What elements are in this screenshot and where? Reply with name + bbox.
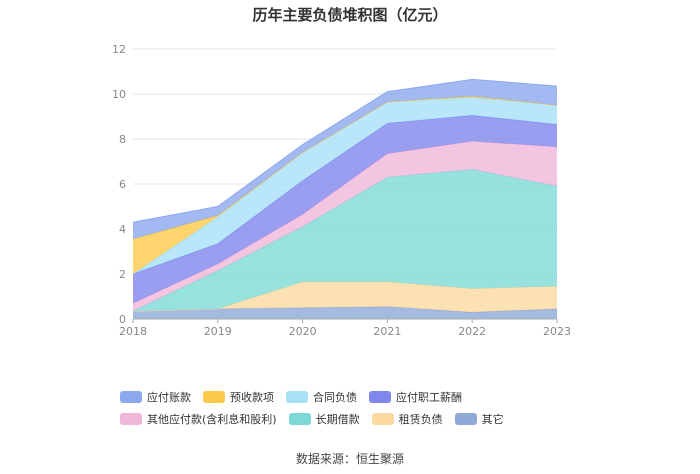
legend-item[interactable]: 租赁负债 — [371, 411, 443, 427]
legend-label: 合同负债 — [313, 391, 357, 404]
y-tick-label: 6 — [119, 178, 126, 191]
y-tick-label: 12 — [112, 43, 126, 56]
x-tick-label: 2018 — [119, 325, 147, 338]
x-tick-label: 2019 — [204, 325, 232, 338]
source-note: 数据来源：恒生聚源 — [295, 452, 404, 466]
legend-item[interactable]: 合同负债 — [286, 389, 357, 405]
legend-swatch — [120, 413, 142, 425]
legend-item[interactable]: 其他应付款(含利息和股利) — [120, 411, 277, 427]
legend-swatch — [371, 413, 394, 425]
x-tick-label: 2021 — [373, 325, 401, 338]
area-其他应付款(含利息和股利) — [133, 141, 557, 312]
legend-swatch — [454, 413, 477, 425]
x-tick-label: 2022 — [458, 325, 486, 338]
chart-title: 历年主要负债堆积图（亿元） — [252, 6, 448, 24]
legend-label: 其它 — [481, 413, 504, 426]
y-tick-label: 4 — [119, 223, 126, 236]
legend-label: 应付账款 — [147, 391, 191, 404]
legend-swatch — [288, 413, 311, 425]
legend-item[interactable]: 预收款项 — [203, 389, 274, 405]
legend: 应付账款 预收款项 合同负债 应付职工薪酬其他应付款(含利息和股利) 长期借款 租赁负债 其… — [120, 389, 590, 427]
x-axis-labels: 2018 2019 2020 2021 2022 2023 — [119, 325, 571, 338]
legend-label: 预收款项 — [230, 391, 274, 404]
y-tick-label: 10 — [112, 88, 126, 101]
legend-item[interactable]: 长期借款 — [288, 411, 360, 427]
area-租赁负债 — [133, 281, 557, 313]
y-tick-label: 0 — [119, 313, 126, 326]
y-tick-label: 2 — [119, 268, 126, 281]
x-tick-label: 2023 — [543, 325, 571, 338]
legend-label: 租赁负债 — [398, 413, 443, 426]
legend-label: 长期借款 — [315, 413, 360, 426]
legend-label: 应付职工薪酬 — [396, 391, 462, 404]
y-axis: 0 2 4 6 8 10 12 — [112, 43, 126, 326]
area-合同负债 — [133, 97, 557, 274]
x-tick-label: 2020 — [289, 325, 317, 338]
area-应付账款 — [133, 79, 557, 240]
area-series — [132, 78, 558, 319]
legend-label: 其他应付款(含利息和股利) — [147, 413, 277, 426]
legend-item[interactable]: 应付职工薪酬 — [369, 389, 462, 405]
area-应付职工薪酬 — [133, 115, 557, 304]
x-axis — [132, 318, 558, 323]
legend-item[interactable]: 应付账款 — [120, 389, 191, 405]
legend-item[interactable]: 其它 — [454, 411, 504, 427]
legend-swatch — [203, 391, 225, 403]
area-edge-应付账款 — [132, 78, 558, 223]
y-tick-label: 8 — [119, 133, 126, 146]
legend-swatch — [120, 391, 142, 403]
area-长期借款 — [133, 169, 557, 312]
stacked-area-chart: 0 2 4 6 8 10 12 2018 2019 2020 2021 2022 2023 — [112, 43, 571, 338]
area-其它 — [133, 306, 557, 319]
legend-swatch — [286, 391, 308, 403]
legend-swatch — [369, 391, 391, 403]
